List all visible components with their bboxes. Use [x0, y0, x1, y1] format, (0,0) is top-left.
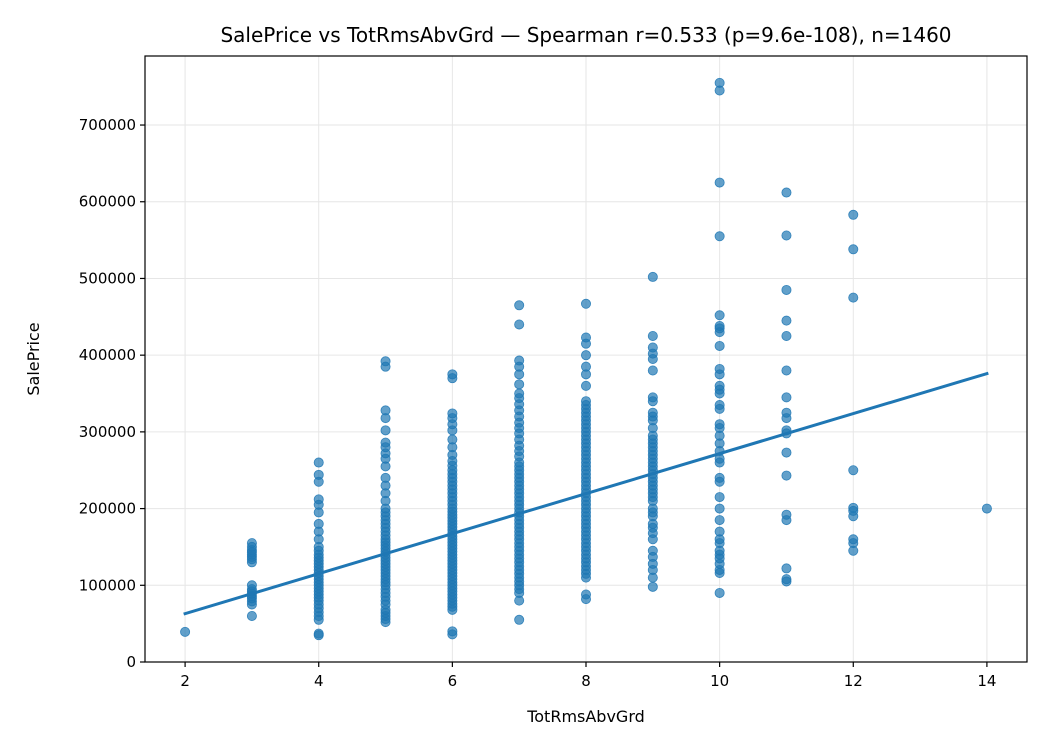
- scatter-point: [714, 363, 725, 374]
- scatter-point: [581, 396, 592, 407]
- scatter-point: [647, 365, 658, 376]
- scatter-point: [981, 503, 992, 514]
- scatter-point: [647, 342, 658, 353]
- scatter-point: [714, 492, 725, 503]
- trend-line-layer: [183, 371, 989, 616]
- scatter-point: [246, 610, 257, 621]
- y-tick-label: 700000: [79, 116, 136, 134]
- scatter-point: [514, 388, 525, 399]
- scatter-point: [781, 470, 792, 481]
- scatter-point: [581, 380, 592, 391]
- scatter-point: [180, 626, 191, 637]
- y-tick-label: 0: [126, 653, 136, 671]
- x-tick-label: 4: [314, 672, 324, 690]
- x-axis-label: TotRmsAbvGrd: [526, 707, 645, 726]
- scatter-point: [514, 379, 525, 390]
- scatter-point: [447, 626, 458, 637]
- scatter-point: [781, 447, 792, 458]
- scatter-point: [714, 587, 725, 598]
- x-tick-label: 10: [710, 672, 729, 690]
- scatter-point: [848, 244, 859, 255]
- scatter-point: [581, 332, 592, 343]
- scatter-point: [781, 407, 792, 418]
- scatter-point: [514, 614, 525, 625]
- x-tick-label: 12: [844, 672, 863, 690]
- x-tick-label: 2: [180, 672, 190, 690]
- scatter-point: [714, 321, 725, 332]
- scatter-point: [714, 77, 725, 88]
- scatter-point: [714, 400, 725, 411]
- ticks-layer: 2 4 6 8 10 12 14 0 100000 200000 300000 400000 50000…: [79, 116, 997, 690]
- scatter-point: [848, 502, 859, 513]
- y-tick-label: 500000: [79, 269, 136, 287]
- scatter-point: [581, 350, 592, 361]
- scatter-point: [447, 369, 458, 380]
- scatter-point: [447, 408, 458, 419]
- scatter-point: [380, 425, 391, 436]
- scatter-point: [781, 563, 792, 574]
- scatter-point: [313, 494, 324, 505]
- scatter-point: [781, 509, 792, 520]
- scatter-point: [848, 209, 859, 220]
- scatter-point: [647, 545, 658, 556]
- scatter-point: [581, 589, 592, 600]
- y-tick-label: 200000: [79, 500, 136, 518]
- scatter-point: [714, 472, 725, 483]
- x-tick-label: 6: [448, 672, 458, 690]
- chart-title: SalePrice vs TotRmsAbvGrd — Spearman r=0…: [220, 23, 951, 47]
- scatter-point: [781, 315, 792, 326]
- x-tick-label: 14: [977, 672, 996, 690]
- scatter-point: [714, 340, 725, 351]
- scatter-point: [714, 515, 725, 526]
- scatter-point: [714, 310, 725, 321]
- y-tick-label: 100000: [79, 576, 136, 594]
- scatter-point: [714, 503, 725, 514]
- scatter-point: [380, 356, 391, 367]
- y-tick-label: 300000: [79, 423, 136, 441]
- y-axis-label: SalePrice: [24, 322, 43, 395]
- scatter-point: [380, 437, 391, 448]
- y-tick-label: 600000: [79, 193, 136, 211]
- scatter-point: [647, 330, 658, 341]
- scatter-point: [781, 187, 792, 198]
- scatter-point: [313, 518, 324, 529]
- scatter-point: [781, 284, 792, 295]
- scatter-point: [246, 580, 257, 591]
- scatter-point: [514, 300, 525, 311]
- points-layer: [180, 77, 992, 641]
- scatter-point: [447, 434, 458, 445]
- scatter-point: [848, 292, 859, 303]
- scatter-point: [848, 534, 859, 545]
- scatter-point: [714, 177, 725, 188]
- grid-layer: [145, 56, 1027, 663]
- scatter-point: [313, 469, 324, 480]
- y-tick-label: 400000: [79, 346, 136, 364]
- scatter-point: [647, 581, 658, 592]
- scatter-point: [647, 271, 658, 282]
- scatter-point: [781, 574, 792, 585]
- scatter-point: [781, 230, 792, 241]
- scatter-point: [781, 392, 792, 403]
- scatter-point: [714, 526, 725, 537]
- scatter-point: [781, 365, 792, 376]
- scatter-point: [313, 628, 324, 639]
- scatter-point: [714, 380, 725, 391]
- scatter-point: [848, 465, 859, 476]
- scatter-point: [380, 405, 391, 416]
- x-tick-label: 8: [581, 672, 591, 690]
- scatter-point: [714, 419, 725, 430]
- scatter-point: [647, 407, 658, 418]
- scatter-point: [781, 330, 792, 341]
- scatter-point: [581, 361, 592, 372]
- scatter-point: [714, 231, 725, 242]
- scatter-point: [647, 392, 658, 403]
- scatter-point: [380, 472, 391, 483]
- scatter-point: [581, 298, 592, 309]
- trend-line: [183, 371, 989, 616]
- scatter-point: [514, 355, 525, 366]
- scatter-point: [514, 319, 525, 330]
- scatter-point: [246, 538, 257, 549]
- scatter-point: [313, 457, 324, 468]
